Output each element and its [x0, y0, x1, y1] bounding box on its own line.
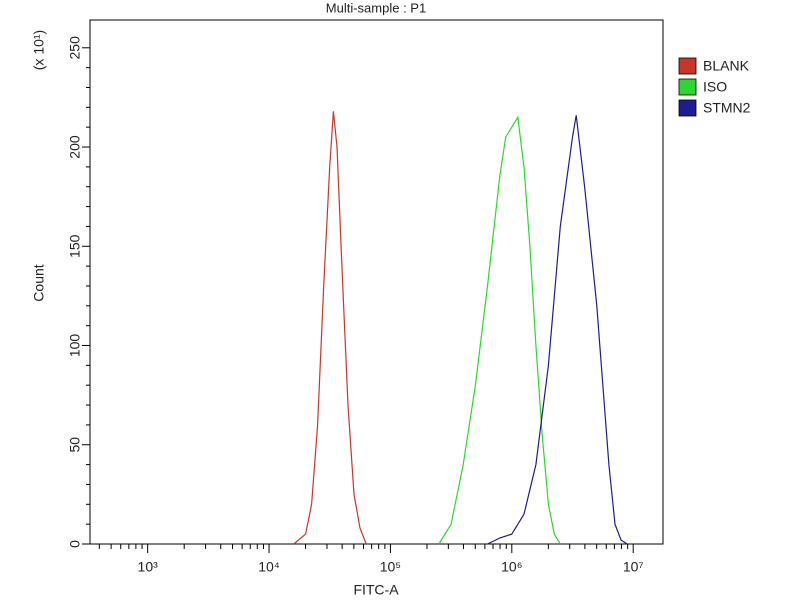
- x-axis-label: FITC-A: [353, 582, 399, 598]
- legend-label: ISO: [703, 79, 727, 95]
- legend-label: BLANK: [703, 58, 750, 74]
- chart-title: Multi-sample : P1: [326, 0, 426, 15]
- legend-swatch: [678, 78, 697, 96]
- y-tick-label: 200: [67, 135, 83, 159]
- histogram-line: [438, 115, 561, 545]
- x-tick-label: 10⁵: [380, 559, 401, 575]
- x-tick-label: 10⁷: [623, 559, 644, 575]
- y-axis-label: Count: [31, 264, 47, 301]
- y-tick-label: 0: [67, 540, 83, 548]
- histogram-line: [293, 111, 367, 545]
- y-tick-label: 150: [67, 234, 83, 258]
- x-tick-label: 10⁶: [501, 559, 522, 575]
- legend-label: STMN2: [703, 100, 751, 116]
- x-tick-label: 10⁴: [258, 559, 280, 575]
- histogram-line: [487, 115, 628, 545]
- y-tick-label: 50: [67, 437, 83, 453]
- plot-frame: [89, 19, 664, 545]
- legend-swatch: [678, 99, 697, 117]
- x-tick-label: 10³: [138, 559, 159, 575]
- y-multiplier: (x 10¹): [31, 30, 47, 70]
- legend-swatch: [678, 57, 697, 75]
- y-tick-label: 250: [67, 36, 83, 60]
- y-tick-label: 100: [67, 334, 83, 358]
